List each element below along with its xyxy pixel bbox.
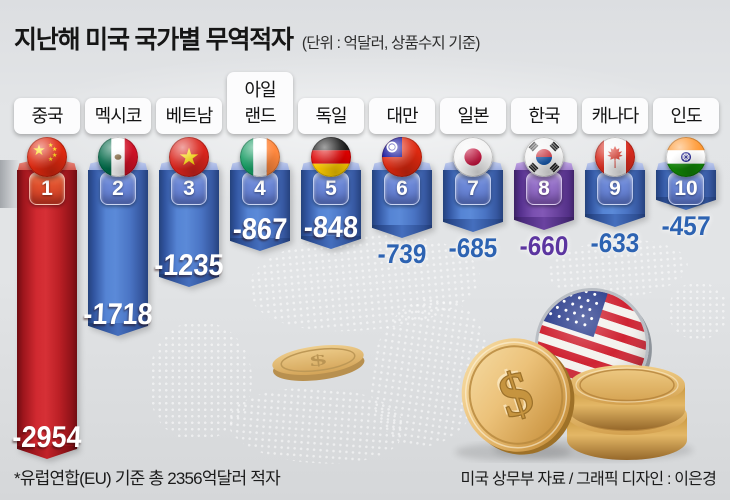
svg-text:★: ★: [48, 142, 53, 149]
country-label-china: 중국: [14, 98, 80, 134]
value-label-canada: -633: [589, 228, 641, 258]
dollar-coins-illustration: $ $: [455, 276, 693, 461]
value-label-mexico: -1718: [82, 298, 154, 331]
title-unit: (단위 : 억달러, 상품수지 기준): [301, 35, 481, 52]
svg-text:★: ★: [48, 156, 53, 163]
bar-column-body: [17, 170, 77, 446]
flag-taiwan-icon: [382, 137, 422, 177]
svg-text:★: ★: [52, 146, 57, 153]
flag-vietnam-icon: ★: [169, 137, 209, 177]
value-label-korea: -660: [518, 231, 570, 261]
gold-coin-stack: [567, 365, 687, 460]
value-label-china: -2954: [11, 421, 83, 454]
rank-badge-8: 8: [526, 172, 562, 205]
country-label-korea: 한국: [511, 98, 577, 134]
value-label-ireland: -867: [232, 213, 288, 246]
rank-badge-10: 10: [668, 172, 704, 205]
flag-korea-icon: [524, 137, 564, 177]
rank-badge-2: 2: [100, 172, 136, 205]
page-title: 지난해 미국 국가별 무역적자 (단위 : 억달러, 상품수지 기준): [14, 20, 480, 56]
country-label-india: 인도: [653, 98, 719, 134]
country-label-germany: 독일: [298, 98, 364, 134]
flag-india-icon: [666, 137, 706, 177]
svg-text:★: ★: [32, 142, 45, 159]
country-label-japan: 일본: [440, 98, 506, 134]
value-label-india: -457: [660, 211, 712, 241]
rank-badge-5: 5: [313, 172, 349, 205]
country-label-vietnam: 베트남: [156, 98, 222, 134]
bar-column-tip: [372, 225, 432, 238]
country-label-taiwan: 대만: [369, 98, 435, 134]
bar-column-tip: [443, 219, 503, 232]
footnote-eu: *유럽연합(EU) 기준 총 2356억달러 적자: [14, 469, 281, 488]
value-label-japan: -685: [447, 233, 499, 263]
value-label-taiwan: -739: [376, 239, 428, 269]
left-edge-shade: [0, 160, 20, 208]
flag-china-icon: ★ ★ ★ ★ ★: [27, 137, 67, 177]
country-label-mexico: 멕시코: [85, 98, 151, 134]
country-label-canada: 캐나다: [582, 98, 648, 134]
value-label-germany: -848: [303, 211, 359, 244]
svg-text:$: $: [309, 351, 328, 370]
title-text: 지난해 미국 국가별 무역적자: [14, 26, 294, 54]
rank-badge-6: 6: [384, 172, 420, 205]
flag-canada-icon: [595, 137, 635, 177]
svg-text:★: ★: [178, 144, 200, 171]
small-gold-coin: $: [272, 345, 365, 381]
flag-mexico-icon: [98, 137, 138, 177]
bar-column-tip: [514, 217, 574, 230]
flag-germany-icon: [311, 137, 351, 177]
source-credit: 미국 상무부 자료 / 그래픽 디자인 : 이은경: [460, 471, 716, 488]
flag-ireland-icon: [240, 137, 280, 177]
world-map-dots: [150, 322, 252, 440]
value-label-vietnam: -1235: [153, 249, 225, 282]
bar-column-tip: [585, 214, 645, 227]
flag-japan-icon: [453, 137, 493, 177]
dollar-coin: $ $: [461, 338, 575, 455]
svg-text:★: ★: [52, 152, 57, 159]
country-label-ireland: 아일 랜드: [227, 72, 293, 134]
rank-badge-9: 9: [597, 172, 633, 205]
